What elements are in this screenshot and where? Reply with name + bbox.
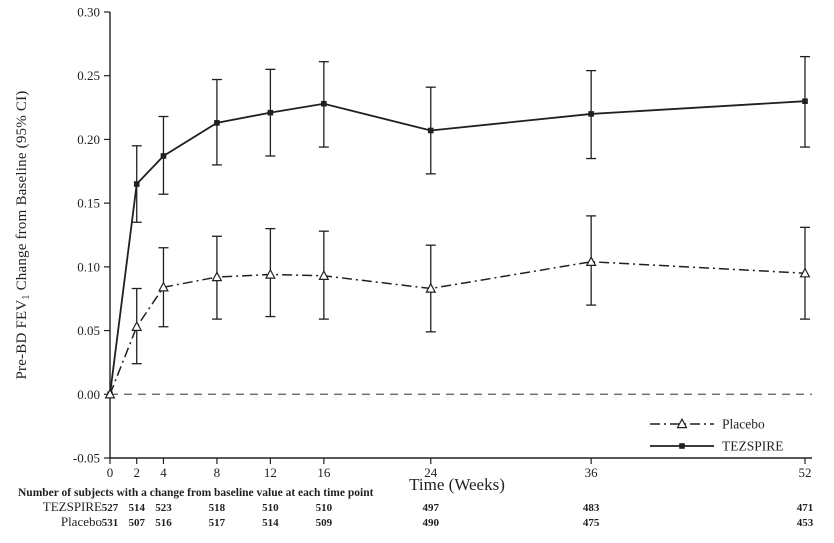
y-tick-label: 0.20 bbox=[77, 132, 100, 147]
filled-square-icon bbox=[160, 153, 167, 159]
x-tick-label: 36 bbox=[585, 465, 599, 480]
open-triangle-icon bbox=[676, 417, 688, 429]
subject-count: 510 bbox=[262, 502, 279, 514]
filled-square-icon bbox=[214, 120, 220, 126]
legend-label-placebo: Placebo bbox=[722, 417, 765, 432]
x-tick-label: 12 bbox=[264, 465, 277, 480]
legend-label-tezspire: TEZSPIRE bbox=[722, 439, 784, 454]
open-triangle-icon bbox=[211, 271, 223, 282]
subject-count: 523 bbox=[155, 502, 172, 514]
open-triangle-icon bbox=[264, 268, 276, 279]
subject-count: 514 bbox=[128, 502, 145, 514]
filled-square-icon bbox=[321, 100, 327, 107]
series-placebo bbox=[104, 215, 811, 399]
subject-count: 509 bbox=[316, 517, 333, 529]
subject-count: 516 bbox=[155, 517, 172, 529]
x-axis-label: Time (Weeks) bbox=[409, 475, 505, 494]
subject-count: 507 bbox=[128, 517, 145, 529]
x-tick-label: 8 bbox=[214, 465, 221, 480]
subjects-row-label-tezspire: TEZSPIRE bbox=[43, 499, 102, 514]
y-tick-label: 0.05 bbox=[77, 323, 100, 338]
y-tick-label: 0.00 bbox=[77, 387, 100, 402]
legend-entry-placebo: Placebo bbox=[650, 417, 765, 432]
subject-count: 453 bbox=[797, 517, 814, 529]
filled-square-icon bbox=[588, 111, 594, 117]
filled-square-icon bbox=[133, 181, 140, 187]
x-tick-label: 52 bbox=[799, 465, 812, 480]
subject-count: 527 bbox=[102, 502, 119, 514]
subjects-table-heading: Number of subjects with a change from ba… bbox=[18, 487, 374, 499]
subject-count: 475 bbox=[583, 517, 600, 529]
x-tick-label: 24 bbox=[424, 465, 438, 480]
y-tick-label: -0.05 bbox=[73, 451, 100, 466]
filled-square-icon bbox=[679, 443, 685, 449]
y-tick-label: 0.10 bbox=[77, 259, 100, 274]
subject-count: 514 bbox=[262, 517, 279, 529]
open-triangle-icon bbox=[318, 269, 330, 280]
x-tick-label: 2 bbox=[133, 465, 140, 480]
legend-entry-tezspire: TEZSPIRE bbox=[650, 439, 784, 454]
open-triangle-icon bbox=[799, 267, 811, 278]
y-tick-label: 0.15 bbox=[77, 196, 100, 211]
subjects-row-label-placebo: Placebo bbox=[61, 514, 102, 529]
legend: Placebo TEZSPIRE bbox=[650, 417, 784, 454]
plot-area: 0.300.250.200.150.100.050.00-0.050 2 4 8 12 1… bbox=[73, 5, 814, 530]
x-tick-label: 4 bbox=[160, 465, 167, 480]
x-tick-label: 16 bbox=[317, 465, 331, 480]
subject-count: 517 bbox=[209, 517, 226, 529]
open-triangle-icon bbox=[104, 388, 116, 399]
filled-square-icon bbox=[427, 127, 434, 134]
filled-square-icon bbox=[802, 98, 808, 104]
y-tick-label: 0.25 bbox=[77, 68, 100, 83]
y-axis-label: Pre-BD FEV1 Change from Baseline (95% CI… bbox=[14, 91, 32, 380]
subject-count: 518 bbox=[209, 502, 226, 514]
subject-count: 531 bbox=[102, 517, 119, 529]
open-triangle-icon bbox=[585, 255, 597, 266]
open-triangle-icon bbox=[158, 281, 169, 292]
subject-count: 490 bbox=[423, 517, 440, 529]
open-triangle-icon bbox=[425, 282, 437, 293]
open-triangle-icon bbox=[131, 320, 143, 331]
filled-square-icon bbox=[267, 109, 274, 116]
x-tick-label: 0 bbox=[107, 465, 114, 480]
subject-count: 510 bbox=[316, 502, 333, 514]
subject-count: 483 bbox=[583, 502, 600, 514]
subject-count: 497 bbox=[423, 502, 440, 514]
subject-count: 471 bbox=[797, 502, 814, 514]
y-tick-label: 0.30 bbox=[77, 5, 100, 20]
